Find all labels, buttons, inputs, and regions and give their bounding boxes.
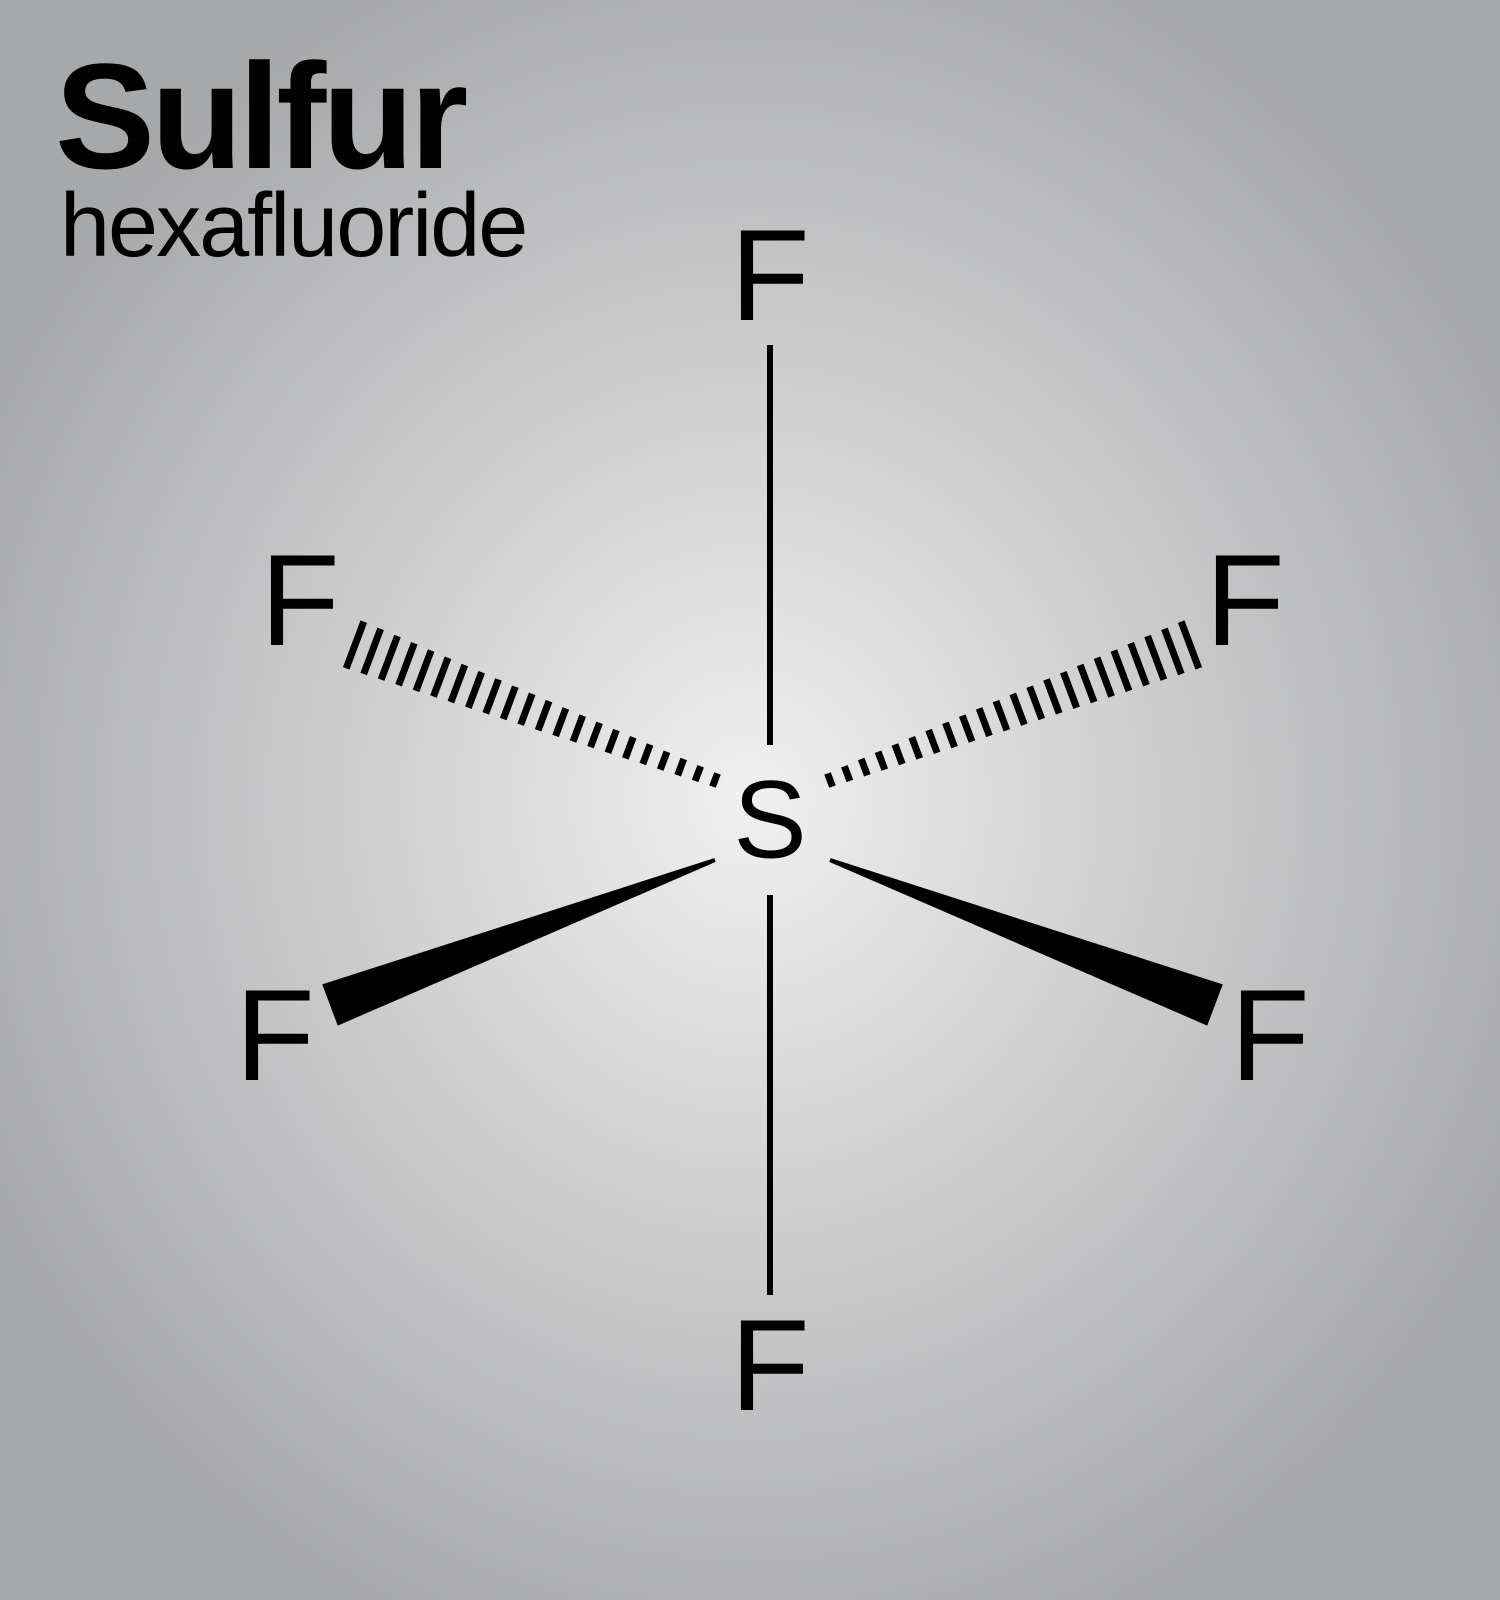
- fluorine-atom: F: [235, 960, 314, 1110]
- fluorine-atom: F: [1205, 525, 1284, 675]
- diagram-canvas: Sulfur hexafluoride S FFFFFF: [0, 0, 1500, 1600]
- center-atom: S: [733, 757, 806, 884]
- fluorine-atom: F: [1230, 960, 1309, 1110]
- fluorine-atom: F: [730, 200, 809, 350]
- fluorine-atom: F: [260, 525, 339, 675]
- fluorine-atom: F: [730, 1290, 809, 1440]
- title-sub: hexafluoride: [60, 175, 526, 278]
